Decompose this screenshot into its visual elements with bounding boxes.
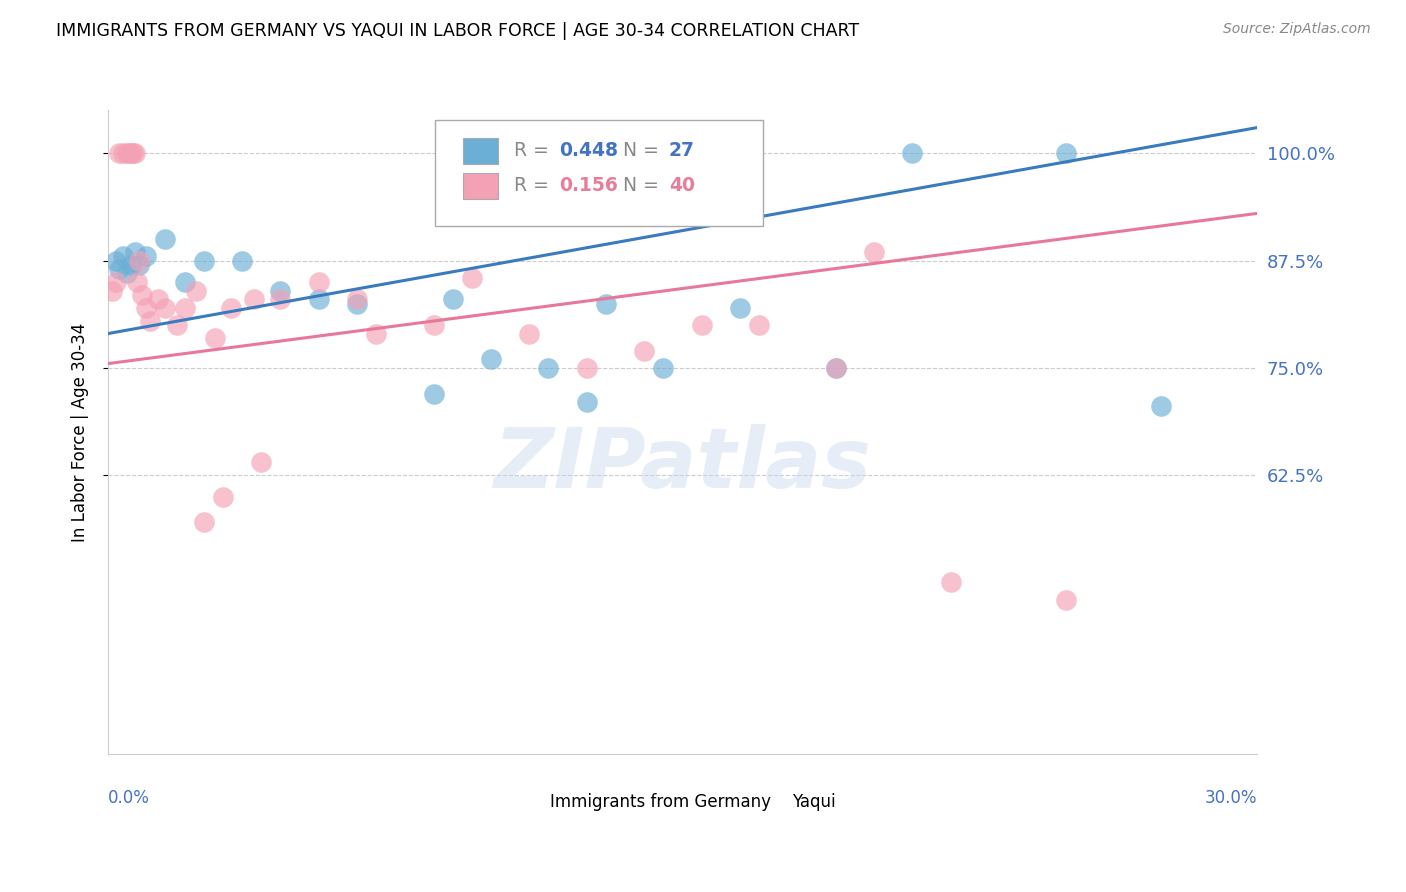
- FancyBboxPatch shape: [436, 120, 763, 227]
- Point: [269, 284, 291, 298]
- Point: [155, 232, 177, 246]
- FancyBboxPatch shape: [463, 138, 498, 164]
- Point: [193, 516, 215, 530]
- Point: [108, 146, 131, 161]
- Point: [575, 395, 598, 409]
- Point: [824, 360, 846, 375]
- FancyBboxPatch shape: [758, 800, 772, 812]
- Text: 30.0%: 30.0%: [1205, 789, 1257, 807]
- Point: [115, 267, 138, 281]
- Point: [748, 318, 770, 332]
- Point: [346, 292, 368, 306]
- FancyBboxPatch shape: [463, 173, 498, 199]
- Point: [108, 262, 131, 277]
- Point: [595, 296, 617, 310]
- Point: [901, 146, 924, 161]
- Text: 0.156: 0.156: [560, 177, 619, 195]
- Point: [131, 288, 153, 302]
- Point: [104, 253, 127, 268]
- Point: [120, 258, 142, 272]
- Point: [269, 292, 291, 306]
- Text: ZIPatlas: ZIPatlas: [494, 424, 872, 505]
- Point: [104, 275, 127, 289]
- Point: [128, 258, 150, 272]
- Text: IMMIGRANTS FROM GERMANY VS YAQUI IN LABOR FORCE | AGE 30-34 CORRELATION CHART: IMMIGRANTS FROM GERMANY VS YAQUI IN LABO…: [56, 22, 859, 40]
- FancyBboxPatch shape: [516, 800, 530, 812]
- Point: [124, 245, 146, 260]
- Point: [517, 326, 540, 341]
- Point: [155, 301, 177, 315]
- Text: Source: ZipAtlas.com: Source: ZipAtlas.com: [1223, 22, 1371, 37]
- Text: 0.0%: 0.0%: [108, 789, 150, 807]
- Point: [101, 284, 124, 298]
- Point: [422, 318, 444, 332]
- Text: N =: N =: [612, 177, 665, 195]
- Point: [166, 318, 188, 332]
- Point: [479, 352, 502, 367]
- Point: [308, 275, 330, 289]
- Text: N =: N =: [612, 142, 665, 161]
- Point: [441, 292, 464, 306]
- Point: [122, 146, 145, 161]
- Text: Immigrants from Germany: Immigrants from Germany: [550, 793, 772, 812]
- Point: [112, 249, 135, 263]
- Point: [728, 301, 751, 315]
- Point: [690, 318, 713, 332]
- Point: [146, 292, 169, 306]
- Point: [537, 360, 560, 375]
- Point: [652, 360, 675, 375]
- Point: [250, 455, 273, 469]
- Point: [863, 245, 886, 260]
- Point: [422, 386, 444, 401]
- Point: [212, 490, 235, 504]
- Point: [193, 253, 215, 268]
- Point: [124, 146, 146, 161]
- Point: [115, 146, 138, 161]
- Point: [364, 326, 387, 341]
- Point: [204, 331, 226, 345]
- Text: 0.448: 0.448: [560, 142, 619, 161]
- Point: [125, 275, 148, 289]
- Point: [184, 284, 207, 298]
- Point: [633, 343, 655, 358]
- Text: Yaqui: Yaqui: [792, 793, 835, 812]
- Point: [824, 360, 846, 375]
- Point: [112, 146, 135, 161]
- Point: [461, 270, 484, 285]
- Point: [231, 253, 253, 268]
- Point: [135, 249, 157, 263]
- Point: [120, 146, 142, 161]
- Point: [1054, 592, 1077, 607]
- Point: [139, 314, 162, 328]
- Point: [173, 301, 195, 315]
- Y-axis label: In Labor Force | Age 30-34: In Labor Force | Age 30-34: [72, 323, 89, 541]
- Text: 40: 40: [669, 177, 695, 195]
- Point: [128, 253, 150, 268]
- Point: [1054, 146, 1077, 161]
- Text: 27: 27: [669, 142, 695, 161]
- Point: [118, 146, 141, 161]
- Point: [939, 575, 962, 590]
- Point: [242, 292, 264, 306]
- Point: [135, 301, 157, 315]
- Point: [575, 360, 598, 375]
- Point: [173, 275, 195, 289]
- Text: R =: R =: [513, 177, 554, 195]
- Point: [1150, 400, 1173, 414]
- Point: [219, 301, 242, 315]
- Point: [308, 292, 330, 306]
- Text: R =: R =: [513, 142, 554, 161]
- Point: [346, 296, 368, 310]
